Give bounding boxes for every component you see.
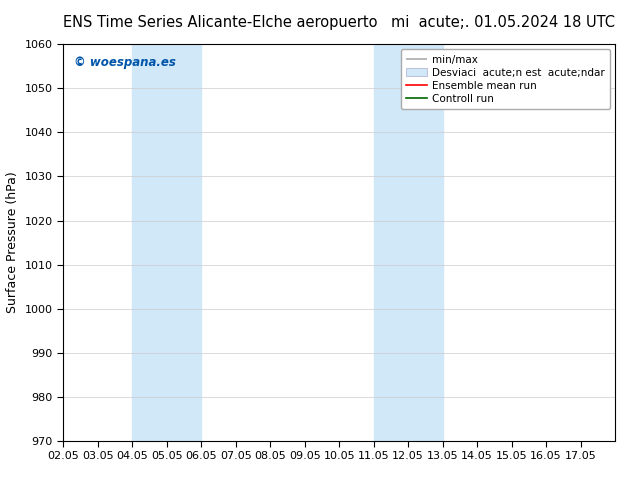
Text: mi  acute;. 01.05.2024 18 UTC: mi acute;. 01.05.2024 18 UTC (391, 15, 615, 29)
Text: ENS Time Series Alicante-Elche aeropuerto: ENS Time Series Alicante-Elche aeropuert… (63, 15, 378, 29)
Bar (133, 44, 202, 441)
Legend: min/max, Desviaci  acute;n est  acute;ndar, Ensemble mean run, Controll run: min/max, Desviaci acute;n est acute;ndar… (401, 49, 610, 109)
Y-axis label: Surface Pressure (hPa): Surface Pressure (hPa) (6, 172, 19, 314)
Text: © woespana.es: © woespana.es (74, 56, 176, 69)
Bar (373, 44, 443, 441)
